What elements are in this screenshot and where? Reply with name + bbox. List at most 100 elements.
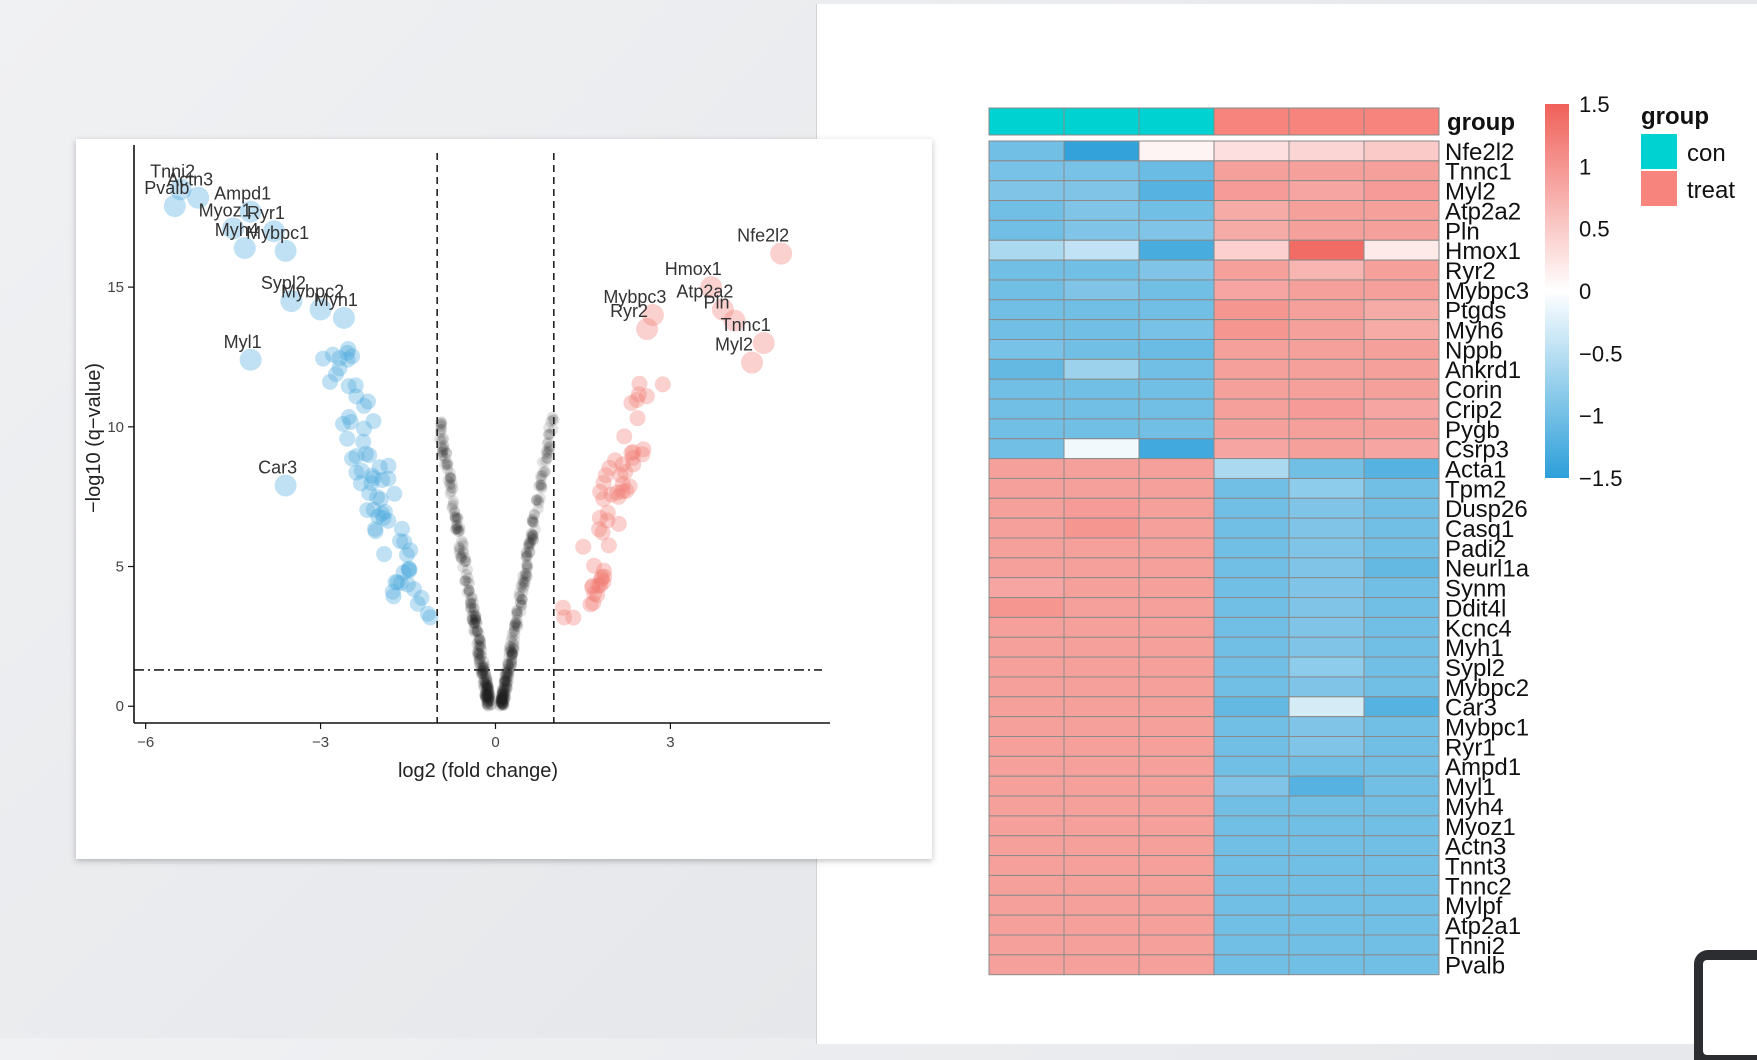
ns-point [473,627,485,639]
ns-point [449,506,461,518]
up-point [610,488,627,505]
ns-point [502,675,514,687]
heatmap-cell [988,160,1065,182]
ns-point [482,681,494,693]
ns-point [477,668,489,680]
heatmap-cell [1363,219,1440,241]
ns-point [501,676,513,688]
heatmap-cell [1063,339,1140,360]
ns-point [477,668,489,680]
row-label-myl2: Myl2 [1445,179,1496,206]
heatmap-cell [1288,239,1365,261]
heatmap-cell [1363,557,1440,579]
ns-point [516,593,528,605]
ns-point [469,616,481,628]
ns-point [461,587,473,599]
heatmap-cell [1363,755,1440,777]
heatmap-cell [1213,656,1290,678]
heatmap-cell [1213,160,1290,182]
ns-point [510,607,522,619]
heatmap-cell [1363,398,1440,420]
heatmap-cell [1138,716,1215,738]
ns-point [479,659,491,671]
heatmap-cell [988,358,1065,380]
heatmap-cell [1063,636,1140,658]
down-point [364,467,381,484]
point-label-atp2a2: Atp2a2 [676,281,733,301]
up-point [631,375,648,392]
ns-point [454,521,466,533]
down-point [380,470,397,487]
y-tick-label: 0 [116,698,124,715]
heatmap-cells: Nfe2l2Tnnc1Myl2Atp2a2PlnHmox1Ryr2Mybpc3P… [988,139,1530,980]
ns-point [496,684,508,696]
ns-point [499,692,511,704]
ns-point [464,577,476,589]
ns-point [526,515,538,527]
heatmap-cell [1363,239,1440,261]
heatmap-cell [1063,438,1140,460]
ns-point [501,668,513,680]
heatmap-cell [1288,438,1365,460]
heatmap-cell [1138,517,1215,539]
heatmap-cell [1288,755,1365,777]
heatmap-cell [1288,696,1365,718]
up-point [628,392,645,409]
heatmap-cell [1288,299,1365,321]
heatmap-cell [1363,378,1440,400]
ns-point [468,624,480,636]
ns-point [482,684,494,696]
heatmap-cell [1288,795,1365,817]
ns-point [511,605,523,617]
down-point [385,588,402,605]
ns-point [514,591,526,603]
ns-point [454,524,466,536]
heatmap-cell [1063,319,1140,340]
ns-point [463,584,475,596]
ns-point [480,689,492,701]
ns-point [483,683,495,695]
colorbar-tick-label: 1.5 [1579,92,1610,117]
heatmap-cell [1138,358,1215,380]
labeled-point-ryr2 [636,318,659,341]
down-point [387,574,404,591]
ns-point [478,668,490,680]
ns-point [495,689,507,701]
ns-point [468,602,480,614]
point-label-ampd1: Ampd1 [214,184,271,204]
ns-point [506,627,518,639]
row-label-corin: Corin [1445,377,1502,404]
ns-point [483,692,495,704]
ns-point [541,452,553,464]
ns-point [503,667,515,679]
ns-point [474,635,486,647]
ns-point [482,688,494,700]
labeled-point-pln [723,309,746,332]
down-point [363,475,380,492]
down-point [365,413,382,430]
phone-widget[interactable] [1694,950,1757,1060]
ns-point [474,654,486,666]
down-point [389,574,406,591]
ns-point [446,502,458,514]
ns-point [525,527,537,539]
down-point [396,533,413,550]
ns-point [497,686,509,698]
ns-point [523,537,535,549]
ns-point [480,679,492,691]
ns-point [484,689,496,701]
heatmap-cell [1288,200,1365,221]
up-point [554,599,571,616]
down-point [376,546,393,563]
colorbar-tick-label: −1 [1579,404,1604,429]
ns-point [517,575,529,587]
heatmap-cell [1363,835,1440,857]
heatmap-cell [1063,775,1140,797]
ns-point [451,523,463,535]
ns-point [453,541,465,553]
ns-point [472,625,484,637]
row-label-dusp26: Dusp26 [1445,496,1528,523]
heatmap-cell [1363,894,1440,916]
heatmap-cell [988,954,1065,976]
ns-point [441,464,453,476]
